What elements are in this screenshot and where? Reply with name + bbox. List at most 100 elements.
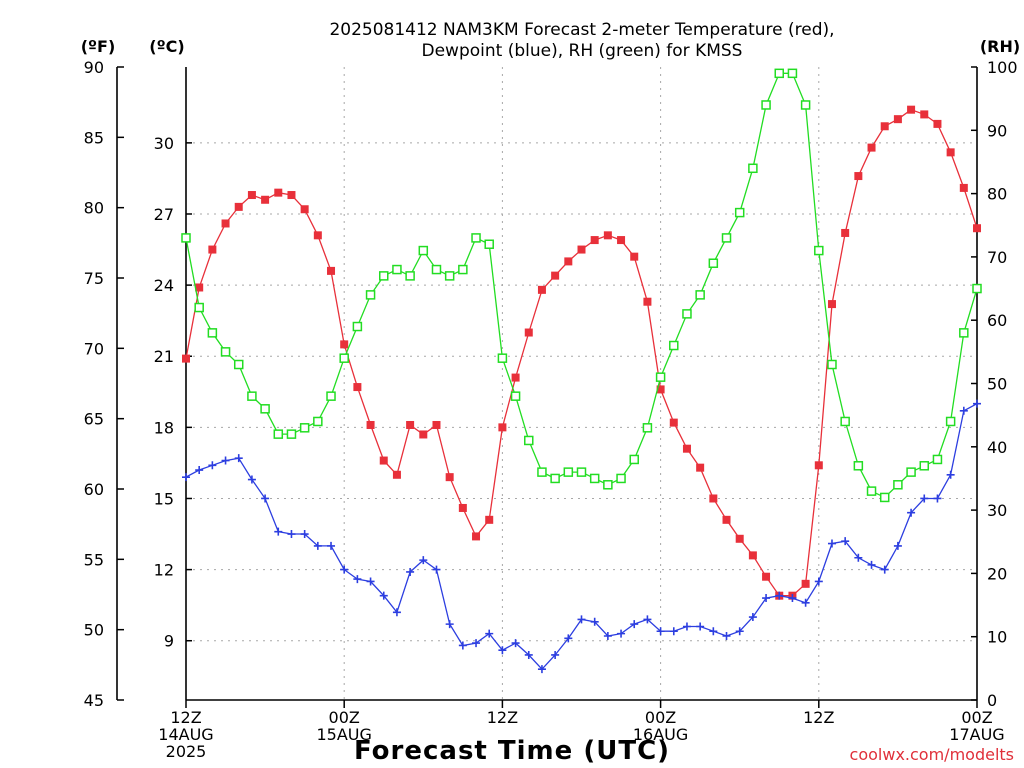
- dewpoint-point-15: [379, 591, 388, 600]
- dewpoint-point-59: [959, 406, 968, 415]
- dewpoint-point-18: [419, 556, 428, 565]
- dewpoint-point-45: [775, 591, 784, 600]
- dewpoint-point-34: [630, 620, 639, 629]
- rh-point-11: [326, 391, 336, 401]
- temperature-point-24: [498, 423, 507, 432]
- rh-point-24: [497, 353, 508, 363]
- series-1: [182, 399, 981, 674]
- x-tick-label-36-1: 16AUG: [633, 725, 688, 744]
- rh-point-43: [748, 163, 758, 174]
- rh-point-6: [260, 404, 270, 414]
- dewpoint-point-13: [353, 575, 362, 584]
- dewpoint-point-46: [788, 594, 797, 603]
- temperature-point-8: [287, 191, 296, 200]
- x-tick-label-36-0: 00Z: [645, 708, 676, 727]
- temperature-point-11: [327, 266, 336, 275]
- temperature-point-1: [195, 283, 204, 292]
- temperature-point-23: [485, 515, 494, 524]
- rh-point-19: [431, 264, 442, 275]
- celsius-tick-label-30: 30: [154, 134, 174, 153]
- rh-point-46: [787, 68, 798, 79]
- fahrenheit-tick-label-65: 65: [84, 410, 104, 429]
- rh-point-14: [365, 290, 376, 300]
- fahrenheit-tick-label-45: 45: [84, 691, 104, 710]
- rh-point-53: [879, 492, 890, 503]
- dewpoint-point-39: [696, 622, 705, 631]
- rh-point-7: [273, 429, 284, 439]
- x-tick-label-0-1: 14AUG: [158, 725, 213, 744]
- fahrenheit-tick-label-90: 90: [84, 58, 104, 77]
- dewpoint-point-29: [564, 634, 573, 643]
- dewpoint-point-10: [313, 541, 322, 550]
- dewpoint-point-44: [762, 594, 771, 603]
- rh-point-45: [774, 68, 784, 79]
- rh-point-1: [194, 302, 204, 313]
- x-tick-label-group-48: 12Z: [803, 708, 834, 727]
- dewpoint-point-11: [327, 541, 336, 550]
- celsius-tick-label-24: 24: [154, 276, 174, 295]
- dewpoint-point-8: [287, 530, 296, 539]
- rh-point-2: [207, 328, 218, 338]
- rh-point-35: [642, 423, 653, 433]
- x-tick-label-12-0: 00Z: [329, 708, 360, 727]
- dewpoint-point-48: [814, 577, 823, 586]
- celsius-tick-label-27: 27: [154, 205, 174, 224]
- rh-tick-label-90: 90: [987, 121, 1007, 140]
- x-tick-label-48-0: 12Z: [803, 708, 834, 727]
- temperature-point-53: [880, 122, 889, 131]
- x-tick-label-60-1: 17AUG: [949, 725, 1004, 744]
- temperature-point-29: [564, 257, 573, 266]
- fahrenheit-unit-label: (ºF): [81, 37, 116, 56]
- dewpoint-point-12: [340, 565, 349, 574]
- temperature-point-43: [748, 551, 757, 560]
- chart-title-line1: 2025081412 NAM3KM Forecast 2-meter Tempe…: [329, 20, 834, 40]
- temperature-point-30: [577, 245, 586, 254]
- rh-point-23: [484, 239, 494, 249]
- dewpoint-point-25: [511, 639, 520, 648]
- temperature-point-42: [735, 534, 744, 543]
- temperature-point-27: [537, 285, 546, 294]
- celsius-unit-label: (ºC): [149, 37, 184, 56]
- dewpoint-point-47: [801, 598, 810, 607]
- dewpoint-point-42: [735, 627, 744, 636]
- rh-point-59: [959, 328, 969, 338]
- dewpoint-point-32: [603, 631, 612, 640]
- celsius-tick-label-15: 15: [154, 489, 174, 508]
- x-tick-label-60-0: 00Z: [961, 708, 992, 727]
- celsius-tick-label-18: 18: [154, 418, 174, 437]
- temperature-point-56: [920, 110, 929, 119]
- rh-tick-label-50: 50: [987, 375, 1007, 394]
- dewpoint-point-57: [933, 494, 942, 503]
- temperature-point-34: [630, 252, 639, 261]
- temperature-point-59: [959, 183, 968, 192]
- dewpoint-point-17: [406, 567, 415, 576]
- dewpoint-point-20: [445, 620, 454, 629]
- temperature-point-51: [854, 172, 863, 181]
- celsius-tick-label-21: 21: [154, 347, 174, 366]
- temperature-point-28: [551, 271, 560, 280]
- temperature-point-31: [590, 236, 599, 245]
- rh-point-28: [550, 473, 560, 484]
- dewpoint-point-37: [669, 627, 678, 636]
- rh-point-34: [629, 454, 639, 465]
- rh-point-9: [299, 423, 310, 433]
- x-tick-label-24-0: 12Z: [487, 708, 518, 727]
- dewpoint-point-16: [392, 608, 401, 617]
- dewpoint-point-27: [537, 665, 546, 674]
- rh-tick-label-70: 70: [987, 248, 1007, 267]
- dewpoint-point-55: [907, 508, 916, 517]
- fahrenheit-tick-label-85: 85: [84, 128, 104, 147]
- x-tick-label-0-0: 12Z: [170, 708, 201, 727]
- rh-point-32: [603, 480, 613, 490]
- temperature-point-14: [366, 420, 375, 429]
- temperature-point-18: [419, 430, 428, 439]
- dewpoint-point-5: [247, 475, 256, 484]
- rh-point-16: [392, 264, 402, 275]
- temperature-point-60: [973, 224, 981, 233]
- temperature-point-0: [182, 354, 190, 363]
- rh-tick-label-0: 0: [987, 691, 997, 710]
- dewpoint-point-28: [551, 650, 560, 659]
- rh-point-51: [853, 461, 864, 471]
